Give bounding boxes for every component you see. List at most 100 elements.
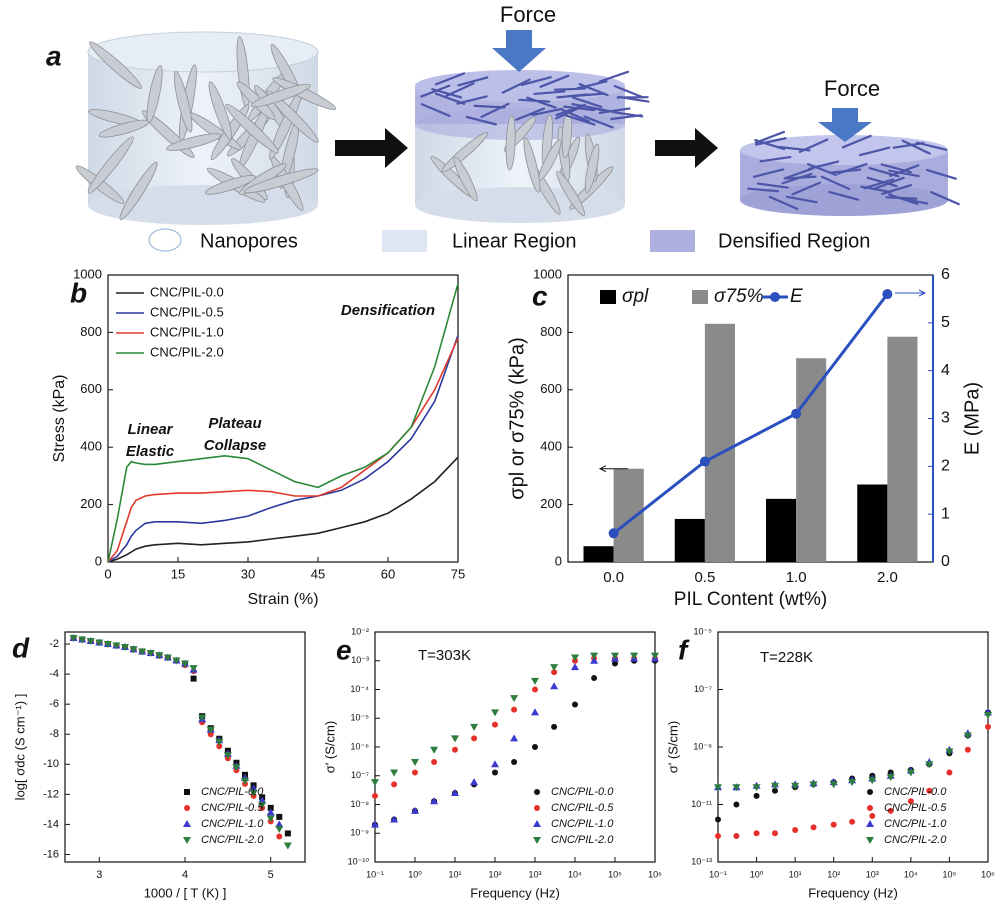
- data-point: [172, 657, 181, 665]
- data-point: [531, 708, 539, 716]
- data-point: [249, 789, 258, 797]
- data-point: [510, 734, 519, 742]
- bar: [887, 336, 918, 562]
- panel-label: a: [46, 40, 62, 71]
- data-point: [112, 642, 121, 650]
- legend-label: CNC/PIL-0.0: [201, 786, 264, 798]
- data-point: [471, 735, 478, 742]
- data-point: [451, 735, 459, 743]
- y-tick-label: 600: [540, 381, 562, 396]
- x-tick-label: 10⁵: [608, 869, 622, 879]
- fiber: [598, 107, 631, 114]
- data-point: [470, 778, 479, 786]
- fiber: [868, 166, 900, 178]
- data-point: [963, 732, 972, 740]
- data-point: [232, 764, 241, 772]
- data-point: [241, 777, 249, 785]
- data-point: [207, 731, 214, 738]
- data-point: [470, 723, 479, 731]
- data-point: [258, 796, 267, 804]
- fiber: [555, 103, 586, 117]
- fibers: [75, 36, 960, 221]
- fiber: [520, 76, 552, 86]
- x-axis-label: Frequency (Hz): [808, 885, 898, 900]
- plot-frame: [64, 631, 306, 863]
- x-tick-label: 30: [241, 566, 255, 581]
- fiber: [578, 104, 611, 113]
- x-tick-label: 10⁰: [750, 869, 764, 879]
- fiber: [531, 107, 564, 117]
- data-point: [372, 792, 378, 799]
- data-point: [451, 789, 459, 797]
- data-point: [531, 677, 539, 685]
- fiber: [556, 170, 586, 217]
- fiber: [798, 138, 829, 153]
- legend-label: Linear Region: [452, 230, 577, 252]
- y-tick-label: -14: [43, 818, 59, 830]
- x-tick-label: 10⁶: [981, 869, 995, 879]
- cylinder-top: [415, 70, 625, 102]
- chart-panel: f 10⁻¹³ 10⁻¹¹ 10⁻⁹ 10⁻⁷ 10⁻⁵ 10⁻¹ 10⁰ 10¹ 10² 10³ 1…: [665, 626, 995, 900]
- annotation: Densification: [341, 302, 435, 319]
- y-tick-label: -8: [49, 728, 59, 740]
- legend-label: σ75%: [714, 286, 764, 307]
- x-tick-label: 10⁶: [648, 869, 662, 879]
- data-point: [608, 528, 619, 539]
- fiber: [539, 74, 570, 88]
- data-point: [371, 779, 379, 787]
- fiber: [930, 191, 960, 206]
- panel-label: b: [70, 277, 87, 308]
- data-point: [611, 652, 619, 660]
- data-point: [964, 746, 971, 753]
- data-point: [491, 760, 499, 768]
- data-point: [551, 669, 558, 676]
- panel-label: c: [532, 280, 548, 311]
- fiber: [598, 70, 630, 83]
- data-point: [276, 833, 283, 840]
- data-point: [791, 782, 800, 790]
- fiber: [858, 146, 891, 157]
- x-tick-label: 10⁵: [943, 869, 957, 879]
- y-axis-label: σ' (S/cm): [665, 721, 680, 773]
- x-tick-label: 10⁻¹: [366, 869, 384, 879]
- data-point: [138, 648, 147, 656]
- legend-label: CNC/PIL-2.0: [201, 834, 264, 846]
- axis-indicator: [895, 289, 927, 297]
- legend-label: CNC/PIL-0.0: [150, 284, 224, 299]
- fiber: [420, 84, 451, 98]
- y-axis-label: σpl or σ75% (kPa): [506, 337, 528, 500]
- x-tick-label: 10³: [866, 869, 879, 879]
- annotation: Collapse: [204, 437, 267, 454]
- x-tick-label: 0.0: [603, 569, 624, 586]
- data-point: [391, 781, 398, 788]
- y-tick-label: 10⁻⁴: [350, 684, 369, 694]
- data-point: [215, 738, 224, 746]
- plot-frame: [374, 631, 656, 863]
- data-point: [771, 830, 778, 837]
- plot-frame: [717, 631, 989, 863]
- data-point: [69, 635, 78, 643]
- y2-tick-label: 5: [941, 314, 950, 331]
- y-tick-label: 0: [555, 553, 562, 568]
- y-tick-label: 10⁻¹¹: [691, 799, 712, 809]
- data-point: [190, 675, 197, 682]
- x-tick-label: 10¹: [448, 869, 461, 879]
- data-point: [926, 787, 933, 794]
- legend-label: Nanopores: [200, 230, 298, 252]
- data-point: [95, 639, 104, 647]
- data-point: [715, 816, 721, 823]
- x-axis-label: PIL Content (wt%): [674, 589, 827, 610]
- fiber: [523, 137, 541, 193]
- data-point: [753, 830, 760, 837]
- data-point: [571, 663, 579, 671]
- force-arrow: [818, 108, 872, 142]
- data-point: [571, 654, 579, 662]
- legend-label: E: [790, 286, 803, 307]
- legend-swatch: [148, 228, 182, 252]
- data-point: [715, 833, 721, 840]
- x-tick-label: 1.0: [786, 569, 807, 586]
- fiber: [755, 137, 787, 146]
- bar: [704, 323, 735, 562]
- data-point: [868, 777, 877, 785]
